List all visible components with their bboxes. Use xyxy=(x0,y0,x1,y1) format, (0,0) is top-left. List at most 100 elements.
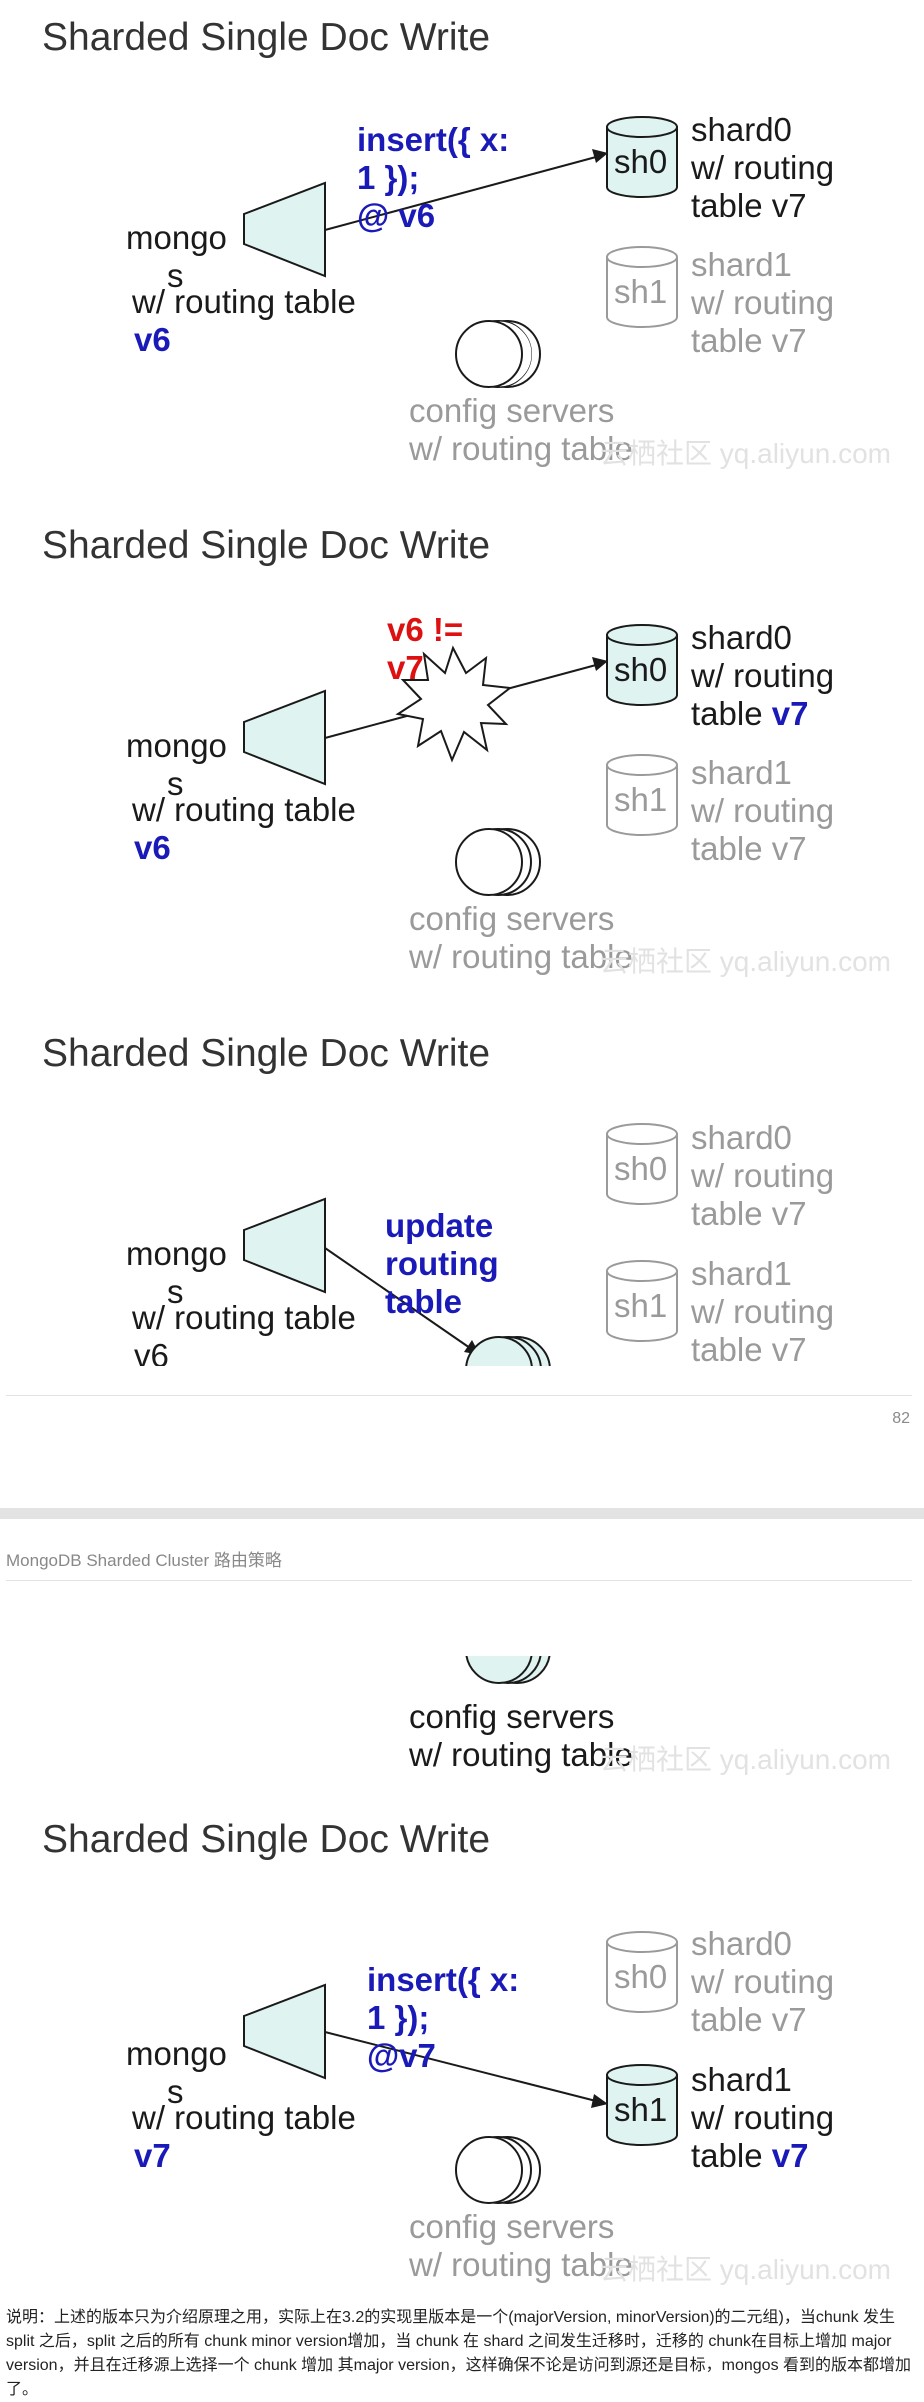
op-line3: @ v6 xyxy=(357,197,436,234)
shard0-line2: w/ routing xyxy=(691,1157,835,1194)
shard0-line3: table v7 xyxy=(691,186,807,225)
config-line1: config servers xyxy=(409,392,615,429)
shard1-name: shard1 xyxy=(691,246,792,283)
watermark: 云栖社区 yq.aliyun.com xyxy=(600,1744,891,1775)
page-divider xyxy=(6,1395,912,1396)
diagram-graphics xyxy=(465,1656,551,1684)
arrow-head xyxy=(592,149,608,163)
op-line1: insert({ x: xyxy=(357,121,510,158)
shard1-cylinder xyxy=(606,246,678,328)
slide-insert-v7: Sharded Single Doc Write sh0 sh1 insert(… xyxy=(0,1802,924,2302)
update-arrow xyxy=(324,1247,471,1349)
diagram-graphics xyxy=(243,1123,678,1366)
shard0-cylinder xyxy=(606,624,678,706)
op-line2: routing xyxy=(385,1245,499,1282)
watermark: 云栖社区 yq.aliyun.com xyxy=(600,946,891,977)
shard1-cylinder xyxy=(606,2064,678,2146)
mongos-shape xyxy=(243,689,326,786)
shard1-line3: table v7 xyxy=(691,2136,808,2175)
shard1-line2: w/ routing xyxy=(691,284,835,321)
diagram-graphics xyxy=(243,116,678,388)
slide-title: Sharded Single Doc Write xyxy=(42,1818,491,1861)
mongos-shape xyxy=(243,1197,326,1294)
mongos-shape xyxy=(243,1983,326,2080)
watermark: 云栖社区 yq.aliyun.com xyxy=(600,438,891,469)
sh1-label: sh1 xyxy=(614,1287,668,1324)
shard0-cylinder xyxy=(606,1123,678,1205)
shard1-line2: w/ routing xyxy=(691,2099,835,2136)
shard0-name: shard0 xyxy=(691,1119,792,1156)
table-prefix: table xyxy=(691,187,763,224)
mongos-line1: mongo xyxy=(126,219,227,256)
mongos-shape xyxy=(243,181,326,278)
shard0-line2: w/ routing xyxy=(691,149,835,186)
shard0-line2: w/ routing xyxy=(691,657,835,694)
config-line1: config servers xyxy=(409,2208,615,2245)
shard0-line3: table v7 xyxy=(691,694,808,733)
table-prefix: table xyxy=(691,2001,763,2038)
config-servers-icon xyxy=(465,1656,551,1684)
error-line2: v7 xyxy=(387,649,424,686)
config-servers-icon xyxy=(455,320,541,388)
config-servers-icon xyxy=(455,2136,541,2204)
mongos-line3: w/ routing table xyxy=(132,2099,356,2136)
shard1-name: shard1 xyxy=(691,754,792,791)
mongos-line1: mongo xyxy=(126,2035,227,2072)
config-line2: w/ routing table xyxy=(409,1736,633,1773)
slide-version-mismatch: Sharded Single Doc Write sh0 sh1 v6 != v… xyxy=(0,508,924,1008)
request-arrow xyxy=(324,156,597,231)
table-prefix: table xyxy=(691,695,763,732)
slide-title: Sharded Single Doc Write xyxy=(42,1032,491,1075)
config-line1: config servers xyxy=(409,900,615,937)
shard1-version: v7 xyxy=(771,322,807,359)
table-prefix: table xyxy=(691,2137,763,2174)
op-line3: table xyxy=(385,1283,463,1320)
sh1-label: sh1 xyxy=(614,273,668,310)
config-line2: w/ routing table xyxy=(409,2246,633,2283)
config-servers-icon xyxy=(465,1336,551,1366)
mongos-line3: w/ routing table xyxy=(132,1299,356,1336)
mongos-line3: w/ routing table xyxy=(132,283,356,320)
shard0-cylinder xyxy=(606,1931,678,2013)
page-break xyxy=(0,1508,924,1519)
shard0-version: v7 xyxy=(771,695,809,732)
sh1-label: sh1 xyxy=(614,781,668,818)
config-line1: config servers xyxy=(409,1698,615,1735)
slide-title: Sharded Single Doc Write xyxy=(42,524,491,567)
shard0-name: shard0 xyxy=(691,1925,792,1962)
mongos-version: v6 xyxy=(134,1337,169,1366)
error-line1: v6 != xyxy=(387,611,464,648)
op-line2: 1 }); xyxy=(357,159,420,196)
watermark: 云栖社区 yq.aliyun.com xyxy=(600,2254,891,2285)
request-arrow xyxy=(324,2031,597,2102)
op-line1: update xyxy=(385,1207,494,1244)
mongos-version: v7 xyxy=(134,2137,171,2174)
shard1-line3: table v7 xyxy=(691,321,807,360)
shard0-cylinder xyxy=(606,116,678,198)
config-line2: w/ routing table xyxy=(409,938,633,975)
shard1-line2: w/ routing xyxy=(691,1293,835,1330)
slide-insert-v6: Sharded Single Doc Write sh0 sh1 insert(… xyxy=(0,0,924,500)
shard1-cylinder xyxy=(606,1260,678,1342)
op-line2: 1 }); xyxy=(367,1999,430,2036)
sh0-label: sh0 xyxy=(614,1958,668,1995)
table-prefix: table xyxy=(691,322,763,359)
shard0-name: shard0 xyxy=(691,111,792,148)
mongos-line2: s xyxy=(167,257,184,294)
shard1-line3: table v7 xyxy=(691,829,807,868)
shard1-version: v7 xyxy=(771,830,807,867)
arrow-head xyxy=(592,657,608,671)
table-prefix: table xyxy=(691,830,763,867)
shard1-line3: table v7 xyxy=(691,1331,807,1366)
doc-header: MongoDB Sharded Cluster 路由策略 xyxy=(6,1551,282,1570)
sh0-label: sh0 xyxy=(614,143,668,180)
diagram-graphics xyxy=(243,1931,678,2204)
config-servers-icon xyxy=(455,828,541,896)
sh0-label: sh0 xyxy=(614,651,668,688)
shard0-version: v7 xyxy=(771,2001,807,2038)
mongos-line2: s xyxy=(167,765,184,802)
page-number: 82 xyxy=(892,1410,910,1427)
shard1-name: shard1 xyxy=(691,2061,792,2098)
mongos-line3: w/ routing table xyxy=(132,791,356,828)
shard1-version: v7 xyxy=(771,2137,809,2174)
